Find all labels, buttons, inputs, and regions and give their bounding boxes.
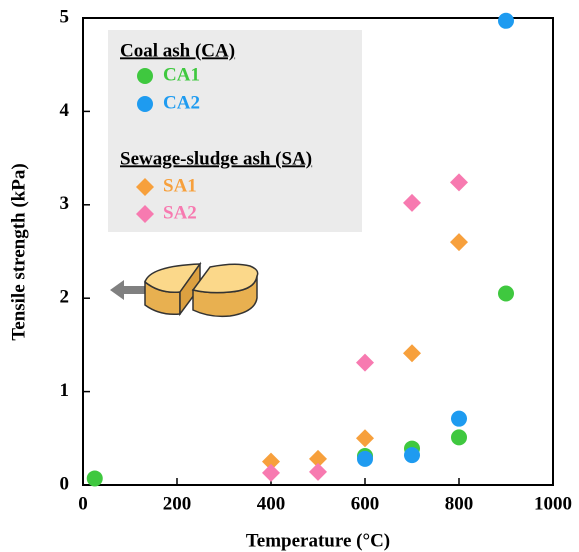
legend-title: Coal ash (CA) bbox=[120, 40, 235, 61]
data-point bbox=[356, 429, 374, 447]
x-tick-label: 200 bbox=[163, 493, 192, 514]
x-axis-label: Temperature (°C) bbox=[246, 530, 390, 551]
y-tick-label: 1 bbox=[60, 380, 70, 401]
legend-label: SA2 bbox=[163, 202, 197, 223]
data-point bbox=[450, 233, 468, 251]
x-tick-label: 0 bbox=[78, 493, 88, 514]
y-axis-label: Tensile strength (kPa) bbox=[8, 163, 29, 340]
data-point bbox=[357, 451, 373, 467]
y-tick-label: 4 bbox=[60, 100, 70, 121]
data-point bbox=[451, 411, 467, 427]
y-tick-label: 0 bbox=[60, 473, 70, 494]
legend-title: Sewage-sludge ash (SA) bbox=[120, 148, 312, 169]
x-tick-label: 400 bbox=[257, 493, 286, 514]
data-point bbox=[498, 13, 514, 29]
data-point bbox=[498, 286, 514, 302]
split-cylinder-illustration bbox=[110, 264, 258, 316]
legend-marker bbox=[137, 68, 153, 84]
data-point bbox=[403, 194, 421, 212]
y-tick-label: 3 bbox=[60, 193, 70, 214]
x-tick-label: 800 bbox=[445, 493, 474, 514]
legend-label: CA2 bbox=[163, 92, 200, 113]
data-point bbox=[404, 447, 420, 463]
data-point bbox=[356, 354, 374, 372]
chart: Temperature (°C) Tensile strength (kPa) … bbox=[0, 0, 579, 552]
data-point bbox=[309, 463, 327, 481]
data-point bbox=[403, 344, 421, 362]
data-point bbox=[87, 470, 103, 486]
x-tick-label: 600 bbox=[351, 493, 380, 514]
legend-label: SA1 bbox=[163, 175, 197, 196]
x-tick-label: 1000 bbox=[534, 493, 572, 514]
data-point bbox=[451, 429, 467, 445]
y-tick-label: 5 bbox=[60, 6, 70, 27]
legend-label: CA1 bbox=[163, 64, 200, 85]
data-point bbox=[262, 464, 280, 482]
y-tick-label: 2 bbox=[60, 287, 70, 308]
legend-marker bbox=[137, 96, 153, 112]
data-point bbox=[450, 173, 468, 191]
